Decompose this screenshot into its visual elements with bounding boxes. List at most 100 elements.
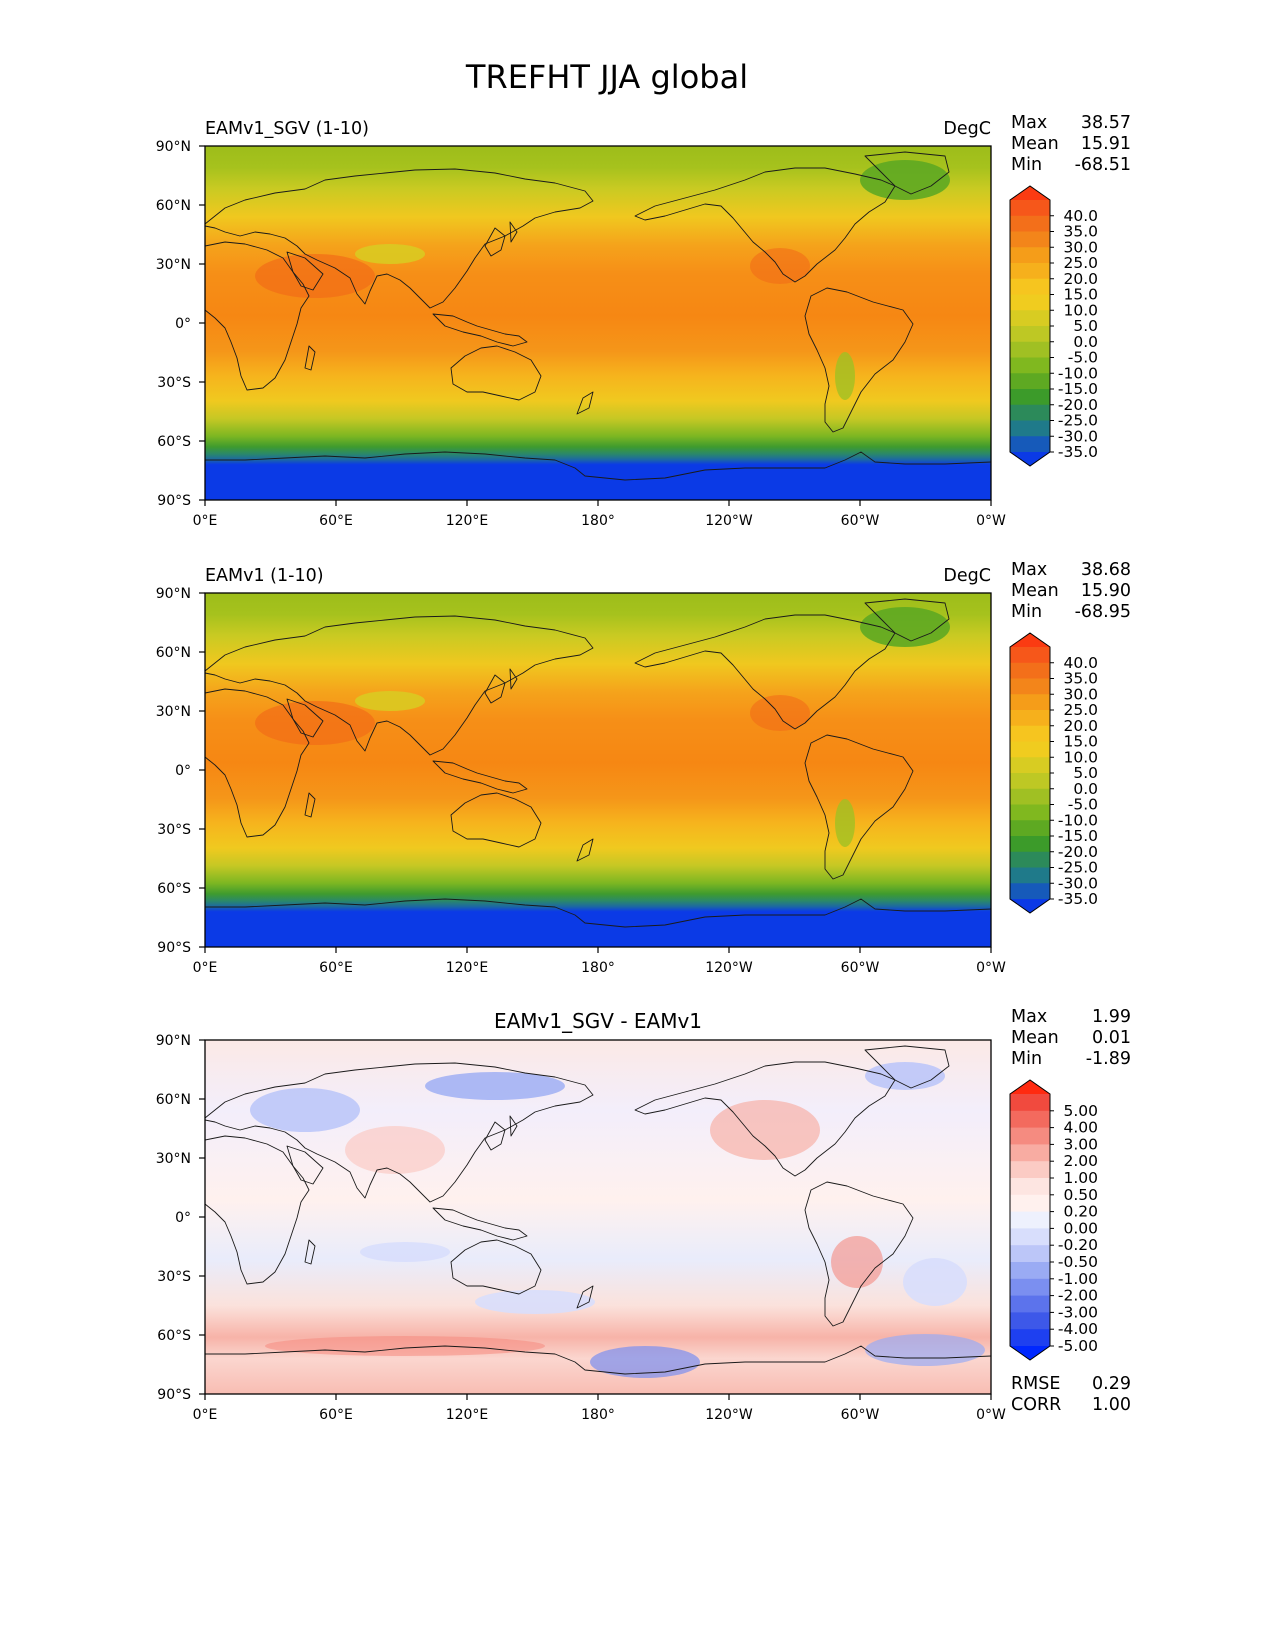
colorbar-band <box>1010 1245 1050 1263</box>
colorbar-tick-label: -20.0 <box>1058 396 1098 414</box>
colorbar: 40.035.030.025.020.015.010.05.00.0-5.0-1… <box>1009 185 1098 467</box>
colorbar-tick-label: 5.00 <box>1063 1102 1098 1120</box>
colorbar-tick-label: -10.0 <box>1058 364 1098 382</box>
colorbar-tick-label: 25.0 <box>1063 701 1098 719</box>
map-field <box>205 146 991 500</box>
colorbar-band <box>1010 647 1050 664</box>
lon-tick-label: 0°E <box>193 513 218 529</box>
colorbar-band <box>1010 725 1050 743</box>
colorbar-band <box>1010 341 1050 359</box>
colorbar-band <box>1010 373 1050 390</box>
stat-label: Max <box>1011 1007 1047 1027</box>
colorbar-tick-label: 40.0 <box>1063 654 1098 672</box>
colorbar-tick-label: 35.0 <box>1063 670 1098 688</box>
field-positive-anomaly <box>265 1336 545 1356</box>
lat-tick-label: 90°S <box>157 940 191 956</box>
colorbar-tick-label: 20.0 <box>1063 270 1098 288</box>
colorbar-band <box>1010 1278 1050 1297</box>
stat-label: Mean <box>1011 581 1059 601</box>
panel-left-title: EAMv1 (1-10) <box>205 566 324 586</box>
colorbar-band <box>1010 678 1050 695</box>
colorbar-extend-max <box>1010 186 1050 200</box>
stat-label: Max <box>1011 113 1047 133</box>
colorbar-extend-min <box>1010 452 1050 466</box>
colorbar-band <box>1010 326 1050 343</box>
colorbar-tick-label: -0.20 <box>1058 1236 1098 1254</box>
colorbar-band <box>1010 851 1050 869</box>
extra-stat-label: RMSE <box>1011 1374 1060 1394</box>
colorbar-tick-label: 3.00 <box>1063 1135 1098 1153</box>
colorbar-tick-label: 0.20 <box>1063 1203 1098 1221</box>
panel-sgv: EAMv1_SGV (1-10) DegC 90°N 60°N 30°N 0° 30°S… <box>156 113 1131 529</box>
colorbar: 5.004.003.002.001.000.500.200.00-0.20-0.… <box>1009 1079 1098 1361</box>
lon-axis: 0°E 60°E 120°E 180° 120°W 60°W 0°W <box>193 1394 1006 1423</box>
colorbar-tick-label: -5.0 <box>1068 349 1098 367</box>
lat-tick-label: 60°S <box>157 881 191 897</box>
field-negative-anomaly <box>590 1346 700 1378</box>
field-cold-spot <box>835 352 855 400</box>
colorbar-band <box>1010 247 1050 264</box>
lon-tick-label: 60°E <box>319 513 353 529</box>
colorbar-tick-label: 35.0 <box>1063 223 1098 241</box>
stat-label: Min <box>1011 1049 1042 1069</box>
colorbar-band <box>1010 436 1050 453</box>
colorbar-band <box>1010 820 1050 837</box>
colorbar-tick-label: 5.0 <box>1073 764 1098 782</box>
colorbar-tick-label: 10.0 <box>1063 748 1098 766</box>
colorbar-band <box>1010 1194 1050 1213</box>
lon-tick-label: 180° <box>581 960 615 976</box>
field-background <box>205 593 991 947</box>
field-cold-spot <box>860 160 950 200</box>
lon-tick-label: 60°E <box>319 960 353 976</box>
colorbar-tick-label: -15.0 <box>1058 827 1098 845</box>
lon-tick-label: 60°W <box>841 1407 880 1423</box>
colorbar-band <box>1010 294 1050 311</box>
field-negative-anomaly <box>475 1290 595 1314</box>
colorbar-band <box>1010 757 1050 774</box>
colorbar-tick-label: -5.0 <box>1068 796 1098 814</box>
field-negative-anomaly <box>865 1334 985 1366</box>
stat-label: Min <box>1011 155 1042 175</box>
lat-tick-label: 90°S <box>157 493 191 509</box>
colorbar-tick-label: -30.0 <box>1058 427 1098 445</box>
field-negative-anomaly <box>250 1088 360 1132</box>
field-positive-anomaly <box>345 1126 445 1174</box>
panel-units: DegC <box>943 119 991 139</box>
colorbar-tick-label: -10.0 <box>1058 811 1098 829</box>
lon-axis: 0°E 60°E 120°E 180° 120°W 60°W 0°W <box>193 500 1006 529</box>
lat-tick-label: 0° <box>175 316 191 332</box>
field-cold-spot <box>355 244 425 264</box>
colorbar-tick-label: 30.0 <box>1063 685 1098 703</box>
field-warm-spot <box>255 701 375 745</box>
extra-stat-value: 0.29 <box>1092 1374 1131 1394</box>
colorbar-band <box>1010 804 1050 821</box>
panel-center-title: EAMv1_SGV - EAMv1 <box>494 1009 702 1033</box>
colorbar-band <box>1010 357 1050 374</box>
colorbar-band <box>1010 1127 1050 1145</box>
field-warm-spot <box>255 254 375 298</box>
colorbar-band <box>1010 741 1050 758</box>
extra-stat-label: CORR <box>1011 1395 1061 1415</box>
colorbar-tick-label: 25.0 <box>1063 254 1098 272</box>
stat-value: 38.68 <box>1081 560 1131 580</box>
colorbar-tick-label: 2.00 <box>1063 1152 1098 1170</box>
map-field <box>205 1040 991 1394</box>
colorbar-tick-label: -1.00 <box>1058 1270 1098 1288</box>
field-negative-anomaly <box>425 1072 565 1100</box>
colorbar-band <box>1010 215 1050 233</box>
colorbar-band <box>1010 1161 1050 1179</box>
colorbar-band <box>1010 883 1050 900</box>
colorbar-tick-label: 0.00 <box>1063 1219 1098 1237</box>
lon-tick-label: 120°W <box>705 1407 753 1423</box>
lat-tick-label: 0° <box>175 1210 191 1226</box>
colorbar-tick-label: 0.50 <box>1063 1186 1098 1204</box>
colorbar-tick-label: 4.00 <box>1063 1119 1098 1137</box>
colorbar-band <box>1010 1262 1050 1280</box>
panel-left-title: EAMv1_SGV (1-10) <box>205 119 369 139</box>
stat-value: -68.51 <box>1075 155 1131 175</box>
colorbar-band <box>1010 1329 1050 1347</box>
colorbar-tick-label: -25.0 <box>1058 859 1098 877</box>
field-cold-spot <box>355 691 425 711</box>
field-negative-anomaly <box>865 1062 945 1090</box>
colorbar-band <box>1010 773 1050 790</box>
